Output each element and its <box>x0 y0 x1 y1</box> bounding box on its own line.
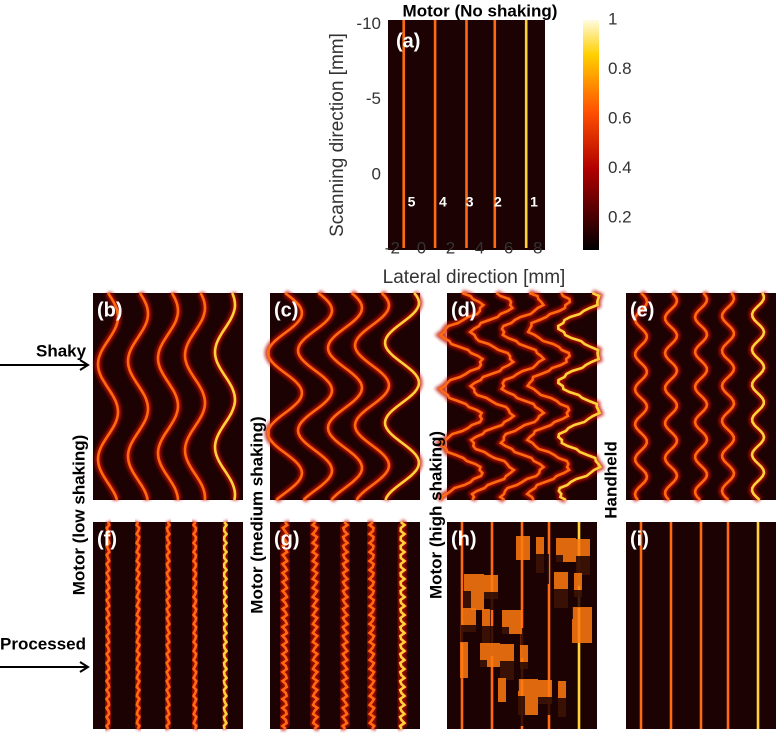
stripe <box>340 521 350 730</box>
fragment <box>539 663 547 693</box>
x-axis-label: Lateral direction [mm] <box>383 267 566 288</box>
fragment <box>498 678 506 702</box>
processed-arrow <box>0 661 90 673</box>
stripe <box>525 292 572 501</box>
stripe <box>663 292 679 501</box>
fragment <box>501 627 509 645</box>
fragment <box>557 698 571 728</box>
colorbar-tick-label: 0.2 <box>608 207 632 226</box>
fragment <box>517 696 525 726</box>
line-label: 3 <box>466 194 474 210</box>
stripe <box>280 521 290 730</box>
panel-label: (i) <box>630 528 649 550</box>
fragment <box>465 557 479 575</box>
stripe <box>437 291 486 501</box>
colorbar-tick-label: 1 <box>608 9 617 28</box>
line-label: 4 <box>439 194 447 210</box>
panel-label: (a) <box>396 30 420 52</box>
panel-label: (b) <box>97 299 123 321</box>
fragment <box>553 589 573 619</box>
y-tick-label: -10 <box>356 14 381 33</box>
x-tick-label: 0 <box>417 238 426 257</box>
x-tick-label: 4 <box>475 238 484 257</box>
stripe <box>104 521 111 730</box>
stripe <box>468 291 517 501</box>
column-label: Motor (low shaking) <box>69 435 88 596</box>
x-tick-label: 6 <box>504 238 513 257</box>
stripe <box>353 292 391 501</box>
row-label: Processed <box>0 634 86 653</box>
fragment <box>573 590 587 608</box>
stripe <box>498 291 546 502</box>
fragment <box>463 591 471 621</box>
panel-label: (g) <box>274 528 300 550</box>
line-label: 5 <box>408 194 416 210</box>
fragment <box>519 662 533 680</box>
column-label: Handheld <box>601 441 620 518</box>
fragment <box>537 697 557 715</box>
x-tick-label: -2 <box>385 238 400 257</box>
fragment <box>460 642 468 678</box>
stripe <box>296 291 334 501</box>
stripe <box>383 292 421 501</box>
fragment <box>520 645 528 669</box>
row-label: Shaky <box>36 341 87 360</box>
fragment <box>516 536 530 560</box>
panel-title: Motor (No shaking) <box>403 1 558 20</box>
stripe <box>556 291 603 502</box>
colorbar <box>583 20 599 250</box>
stripe <box>326 292 364 501</box>
panel-label: (h) <box>451 528 477 550</box>
colorbar-tick-label: 0.8 <box>608 59 632 78</box>
stripe <box>720 292 736 501</box>
stripe <box>266 291 304 501</box>
panel-label: (c) <box>274 299 298 321</box>
stripe <box>96 292 120 501</box>
stripe <box>693 292 709 501</box>
stripe <box>310 521 320 730</box>
stripe <box>398 520 407 730</box>
stripe <box>367 521 376 730</box>
fragment <box>574 573 582 597</box>
y-tick-label: -5 <box>366 89 381 108</box>
stripe <box>213 292 237 501</box>
stripe <box>135 521 141 730</box>
fragment <box>479 660 487 678</box>
fragment <box>447 522 455 540</box>
stripe <box>750 292 766 501</box>
stripe <box>126 292 150 501</box>
fragment <box>535 554 549 584</box>
x-tick-label: 2 <box>446 238 455 257</box>
shaky-arrow <box>0 359 90 371</box>
line-label: 2 <box>494 194 502 210</box>
panel-label: (f) <box>97 528 117 550</box>
stripe <box>633 292 649 501</box>
y-tick-label: 0 <box>372 164 381 183</box>
colorbar-tick-label: 0.4 <box>608 158 632 177</box>
stripe <box>191 521 198 730</box>
stripe <box>183 292 207 501</box>
x-tick-label: 8 <box>533 238 542 257</box>
fragment <box>461 625 481 643</box>
fragment <box>555 555 563 573</box>
column-label: Motor (medium shaking) <box>247 416 266 613</box>
panel-label: (e) <box>630 299 654 321</box>
column-label: Motor (high shaking) <box>426 431 445 599</box>
stripe <box>165 521 172 730</box>
colorbar-tick-label: 0.6 <box>608 108 632 127</box>
stripe <box>156 292 180 501</box>
line-label: 1 <box>530 194 538 210</box>
y-axis-label: Scanning direction [mm] <box>327 33 348 237</box>
stripe <box>222 521 229 730</box>
fragment <box>483 592 503 610</box>
fragment <box>572 607 592 643</box>
panel-label: (d) <box>451 299 477 321</box>
